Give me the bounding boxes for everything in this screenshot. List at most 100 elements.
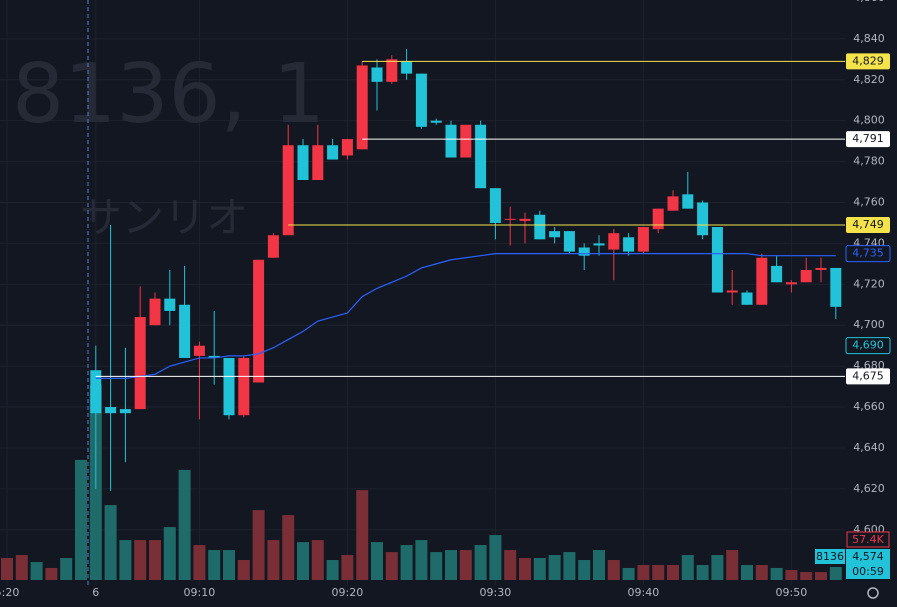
candle-body — [830, 267, 842, 307]
volume-bar — [504, 550, 517, 580]
volume-bar — [326, 560, 339, 580]
candle-body — [415, 73, 427, 127]
x-tick-label: 09:10 — [184, 586, 216, 599]
candle-body — [312, 145, 324, 180]
volume-bar — [311, 540, 324, 580]
volume-bar — [1, 557, 13, 580]
y-tick-label: 4,780 — [853, 155, 885, 168]
volume-bar — [622, 567, 635, 580]
volume-bar — [282, 515, 295, 580]
level-label: 4,791 — [852, 132, 884, 145]
volume-bar — [223, 550, 235, 580]
candle-body — [105, 407, 117, 414]
volume-bar — [15, 555, 28, 580]
candle-body — [489, 188, 501, 223]
level-label: 4,829 — [852, 54, 884, 67]
volume-bar — [60, 557, 73, 580]
y-tick-label: 4,760 — [853, 196, 885, 209]
volume-bar — [607, 560, 620, 580]
candle-body — [253, 259, 265, 383]
candle-body — [756, 257, 768, 305]
y-tick-label: 4,820 — [853, 73, 885, 86]
settings-icon[interactable] — [867, 587, 879, 599]
volume-bar — [829, 566, 842, 580]
candle-body — [386, 59, 398, 82]
candle-body — [341, 139, 353, 156]
x-tick-label: 09:40 — [628, 586, 660, 599]
symbol-badge — [815, 549, 845, 564]
level-label: 4,675 — [852, 369, 884, 382]
volume-pane — [1, 385, 842, 580]
candle-body — [282, 145, 294, 236]
candle-body — [238, 357, 250, 416]
volume-bar — [252, 510, 265, 580]
candle-body — [519, 218, 531, 221]
candle-body — [149, 298, 161, 326]
countdown-text: 00:59 — [852, 565, 884, 578]
watermark-symbol: 8136, 1 — [12, 47, 325, 142]
level-badge — [846, 131, 890, 148]
candle-body — [267, 235, 279, 258]
candle-body — [164, 298, 176, 311]
volume-bar — [356, 490, 369, 580]
candle-body — [667, 196, 679, 211]
volume-bar — [30, 562, 43, 580]
x-tick-label: 6 — [92, 586, 99, 599]
volume-bar — [149, 540, 161, 580]
volume-bar — [237, 560, 250, 580]
price-marker — [845, 245, 891, 263]
candle-body — [179, 304, 191, 358]
volume-bar — [104, 505, 117, 580]
volume-bar — [755, 565, 768, 580]
candle-body — [549, 231, 561, 238]
symbol-badge-text: 8136 — [816, 550, 844, 563]
candle-body — [445, 124, 457, 158]
volume-bar — [445, 550, 457, 580]
volume-bar — [430, 552, 443, 580]
candle-body — [800, 270, 812, 283]
y-tick-label: 4,720 — [853, 277, 885, 290]
x-tick-label: 5:20 — [0, 586, 19, 599]
watermark-name: サンリオ — [80, 193, 248, 242]
volume-bar — [696, 565, 709, 580]
candle-body — [208, 355, 220, 358]
candle-body — [356, 65, 368, 150]
candle-body — [223, 357, 235, 416]
y-tick-label: 4,860 — [853, 0, 885, 4]
volume-bar — [178, 469, 191, 580]
volume-bar — [400, 545, 413, 580]
candle-body — [534, 214, 546, 240]
price-badge — [846, 549, 890, 579]
price-marker-label: 4,690 — [852, 339, 884, 352]
volume-bar — [267, 540, 280, 580]
volume-bar — [800, 572, 813, 580]
volume-bar — [385, 552, 398, 580]
volume-bar — [548, 555, 561, 580]
candle-body — [563, 231, 575, 252]
volume-bar — [489, 535, 502, 580]
volume-badge — [846, 531, 890, 548]
y-tick-label: 4,800 — [853, 114, 885, 127]
candle-body — [682, 194, 694, 209]
x-tick-label: 09:30 — [480, 586, 512, 599]
level-badge — [846, 368, 890, 385]
candle-body — [815, 267, 827, 270]
volume-bar — [45, 567, 58, 580]
volume-bar — [341, 555, 354, 580]
candle-body — [504, 218, 516, 220]
candle-body — [741, 292, 753, 305]
candle-body — [371, 67, 383, 82]
price-badge-text: 4,574 — [852, 550, 884, 563]
candle-body — [401, 61, 413, 74]
candle-body — [711, 227, 723, 293]
volume-bar — [119, 540, 132, 580]
x-tick-label: 09:50 — [776, 586, 808, 599]
volume-bar — [681, 555, 694, 580]
candle-body — [430, 120, 442, 123]
volume-bar — [134, 540, 147, 580]
volume-bar — [667, 565, 679, 580]
candle-body — [134, 317, 146, 410]
volume-bar — [297, 542, 309, 580]
level-label: 4,749 — [852, 218, 884, 231]
